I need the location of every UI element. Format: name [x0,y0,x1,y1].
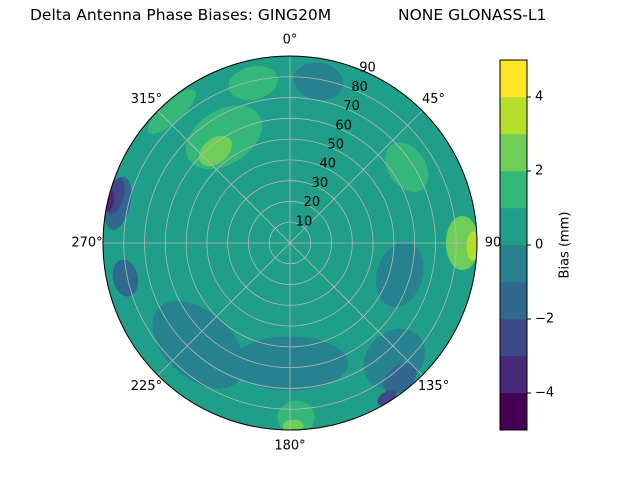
colorbar-band [500,318,527,357]
contour-region [376,241,424,308]
theta-tick-label: 270° [71,236,102,251]
chart-title-left: Delta Antenna Phase Biases: GING20M [30,6,332,24]
contour-region [466,231,477,261]
colorbar-tick-label: 4 [535,90,543,105]
radial-tick-label: 30 [312,176,329,191]
radial-tick-labels: 10 20 30 40 50 60 70 80 90 [296,61,376,230]
colorbar-band [500,244,527,283]
contour-region [112,259,139,297]
colorbar-tick-label: 0 [535,238,543,253]
theta-tick-label: 225° [131,379,162,394]
polar-outline [102,55,478,431]
contour-region [293,62,344,101]
theta-tick-label: 0° [283,33,298,48]
colorbar-band [500,59,527,98]
radial-tick-label: 90 [359,61,376,76]
theta-tick-label: 180° [274,439,305,454]
contour-region [383,363,417,394]
colorbar-band [500,133,527,172]
colorbar-tick-label: −2 [535,312,554,327]
colorbar-band [500,392,527,431]
colorbar-band [500,207,527,246]
theta-tick-label: 45° [422,92,445,107]
colorbar-band [500,96,527,135]
colorbar-band [500,355,527,394]
chart-title-right: NONE GLONASS-L1 [398,6,547,24]
theta-tick-label: 135° [418,379,449,394]
radial-tick-label: 70 [343,99,360,114]
contour-region [385,142,429,193]
theta-tick-label: 315° [131,92,162,107]
polar-grid [103,56,477,430]
radial-tick-label: 50 [327,138,344,153]
contour-region [228,65,278,101]
colorbar-band [500,170,527,209]
theta-tick-label: 90 [485,236,502,251]
contour-region [198,135,232,167]
colorbar-tick-label: 2 [535,164,543,179]
colorbar-axis-label: Bias (mm) [558,212,573,279]
colorbar-band [500,281,527,320]
contour-region [147,89,197,134]
radial-tick-label: 10 [296,214,313,229]
contour-region [282,419,304,430]
grid-spoke [289,242,423,376]
grid-spoke [157,242,291,376]
contour-region [152,301,245,389]
radial-tick-label: 40 [320,157,337,172]
theta-tick-labels: 0° 45° 90 135° 180° 225° 270° 315° [71,33,501,454]
grid-spoke [157,110,291,244]
colorbar-tick-label: −4 [535,386,554,401]
grid-spoke [289,110,423,244]
colorbar: 4 2 0 −2 −4 Bias (mm) [499,59,573,431]
radial-tick-label: 60 [335,118,352,133]
radial-tick-label: 80 [351,80,368,95]
radial-tick-label: 20 [304,195,321,210]
